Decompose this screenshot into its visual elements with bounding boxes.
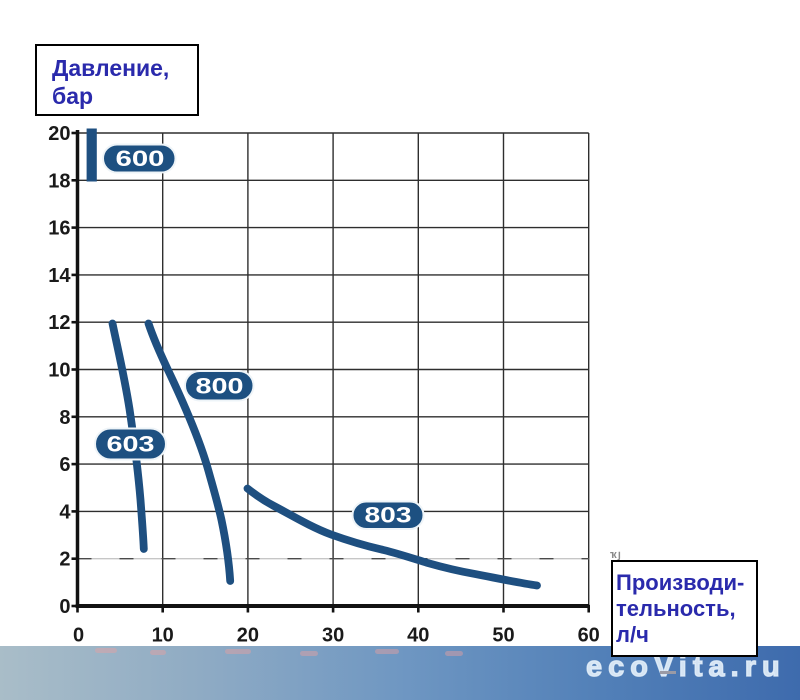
svg-text:18: 18 [48, 170, 70, 192]
svg-text:16: 16 [48, 218, 70, 240]
svg-text:600: 600 [116, 146, 165, 171]
svg-text:12: 12 [48, 312, 70, 334]
svg-text:8: 8 [59, 407, 70, 429]
svg-text:60: 60 [578, 625, 600, 647]
svg-text:14: 14 [48, 265, 71, 287]
svg-text:40: 40 [407, 625, 429, 647]
svg-text:603: 603 [107, 432, 155, 457]
svg-text:30: 30 [322, 625, 344, 647]
svg-text:0: 0 [73, 625, 84, 647]
svg-text:2: 2 [59, 549, 70, 571]
svg-text:800: 800 [196, 374, 244, 399]
svg-text:10: 10 [152, 625, 174, 647]
svg-text:803: 803 [365, 503, 412, 528]
svg-text:20: 20 [237, 625, 259, 647]
svg-text:4: 4 [59, 501, 71, 523]
svg-text:6: 6 [59, 454, 70, 476]
svg-text:10: 10 [48, 360, 70, 382]
svg-text:50: 50 [492, 625, 514, 647]
svg-text:0: 0 [59, 596, 70, 618]
svg-text:20: 20 [48, 123, 70, 145]
